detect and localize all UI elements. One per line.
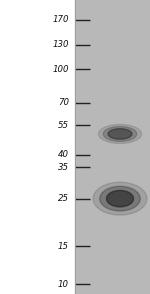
- Text: 55: 55: [58, 121, 69, 130]
- Text: 25: 25: [58, 194, 69, 203]
- Ellipse shape: [100, 186, 140, 211]
- Text: 70: 70: [58, 98, 69, 107]
- Text: 40: 40: [58, 150, 69, 159]
- Ellipse shape: [93, 182, 147, 215]
- Text: 10: 10: [58, 280, 69, 289]
- Text: 100: 100: [52, 65, 69, 74]
- Bar: [75, 0, 150, 294]
- Ellipse shape: [106, 191, 134, 207]
- Text: 15: 15: [58, 242, 69, 251]
- Text: 35: 35: [58, 163, 69, 172]
- Ellipse shape: [98, 124, 142, 143]
- Text: 170: 170: [52, 15, 69, 24]
- Bar: [0, 0, 75, 294]
- Text: 130: 130: [52, 40, 69, 49]
- Ellipse shape: [103, 126, 137, 141]
- Ellipse shape: [108, 129, 132, 139]
